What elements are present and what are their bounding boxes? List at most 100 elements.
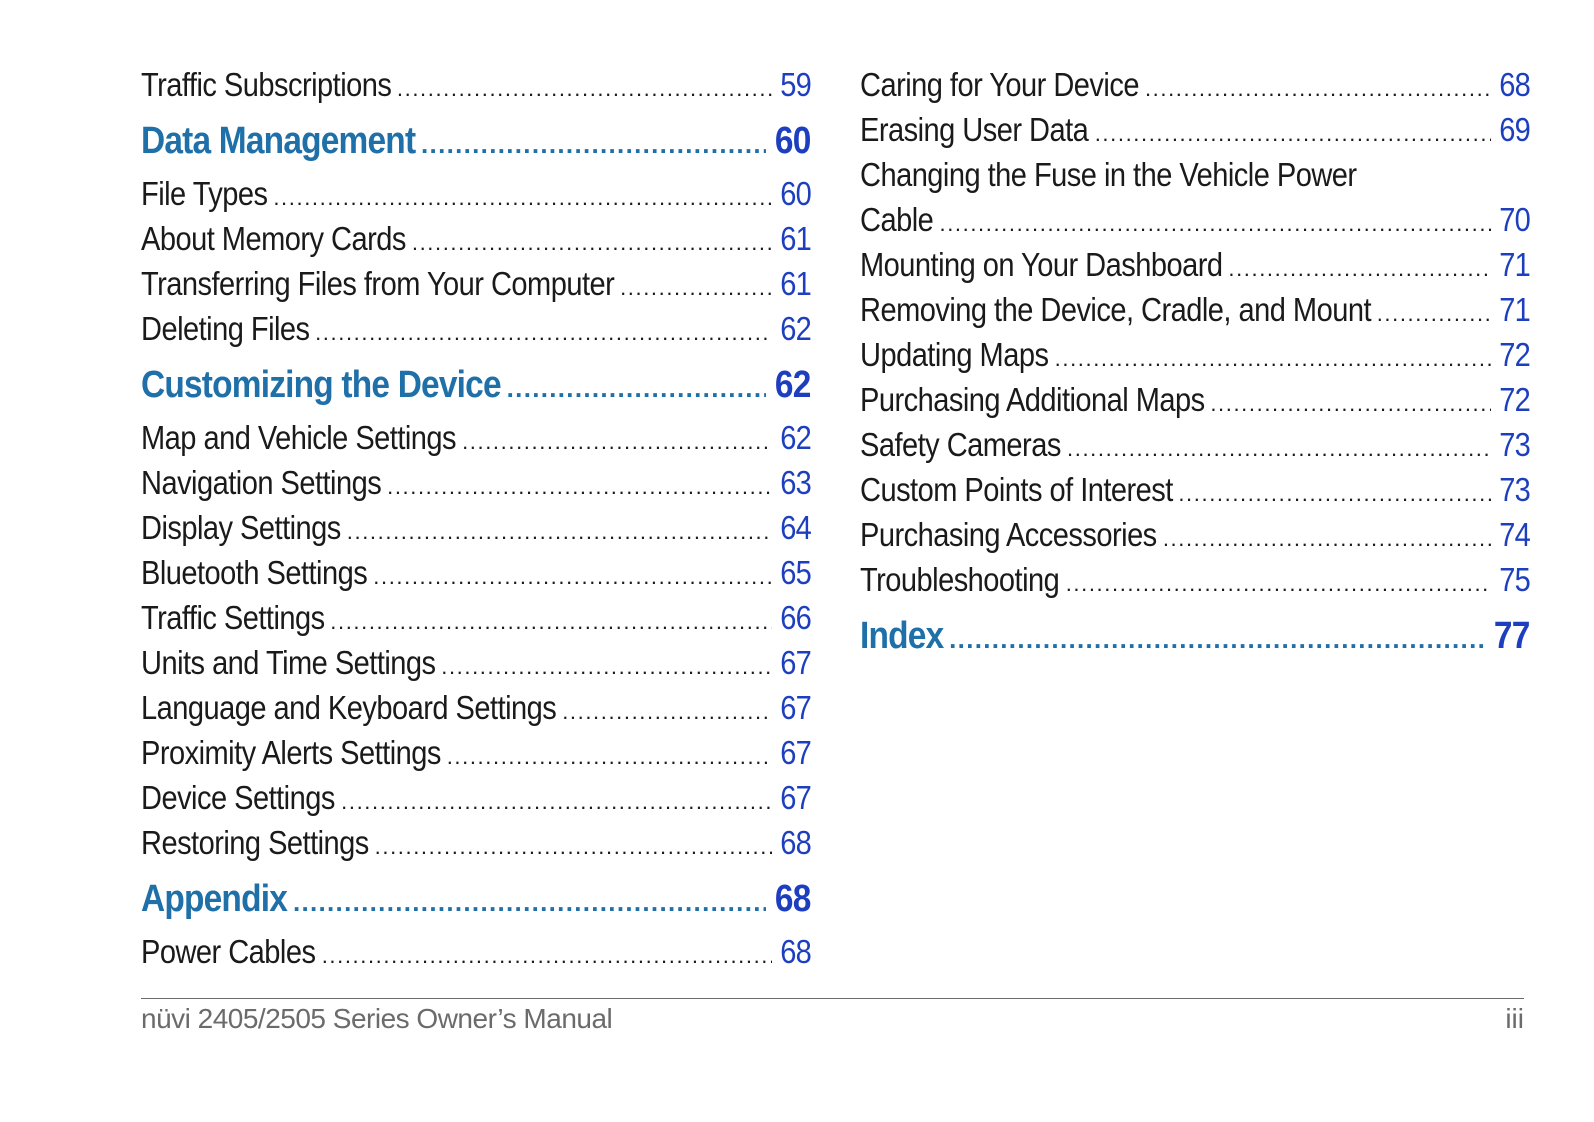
dot-leader	[373, 550, 772, 599]
dot-leader	[507, 355, 767, 418]
dot-leader	[1178, 467, 1491, 516]
toc-page-number[interactable]: 71	[1499, 246, 1531, 283]
toc-page-number[interactable]: 72	[1499, 336, 1531, 373]
toc-entry-map-and-vehicle-settings[interactable]: Map and Vehicle Settings 62	[141, 415, 812, 460]
toc-section-index[interactable]: Index 77	[860, 606, 1531, 669]
toc-page-number[interactable]: 70	[1499, 201, 1531, 238]
toc-entry-device-settings[interactable]: Device Settings 67	[141, 775, 812, 820]
toc-entry-language-and-keyboard-settings[interactable]: Language and Keyboard Settings 67	[141, 685, 812, 730]
toc-page-number[interactable]: 67	[780, 779, 812, 816]
dot-leader	[441, 640, 772, 689]
dot-leader	[341, 775, 772, 824]
toc-entry-title: Purchasing Accessories	[860, 516, 1157, 553]
dot-leader	[949, 606, 1485, 669]
toc-section-customizing-the-device[interactable]: Customizing the Device 62	[141, 355, 812, 418]
toc-entry-title: Troubleshooting	[860, 561, 1060, 598]
toc-entry-navigation-settings[interactable]: Navigation Settings 63	[141, 460, 812, 505]
footer-manual-title: nüvi 2405/2505 Series Owner’s Manual	[141, 1003, 613, 1034]
toc-page-number[interactable]: 75	[1499, 561, 1531, 598]
toc-entry-safety-cameras[interactable]: Safety Cameras 73	[860, 422, 1531, 467]
toc-page-number[interactable]: 59	[780, 66, 812, 103]
toc-page-number[interactable]: 67	[780, 644, 812, 681]
toc-entry-removing-the-device-cradle-and-mount[interactable]: Removing the Device, Cradle, and Mount 71	[860, 287, 1531, 332]
toc-page-number[interactable]: 66	[780, 599, 812, 636]
toc-page-number[interactable]: 68	[1499, 66, 1531, 103]
toc-entry-power-cables[interactable]: Power Cables 68	[141, 929, 812, 974]
toc-page-number[interactable]: 68	[775, 878, 811, 920]
dot-leader	[1228, 242, 1491, 291]
toc-page-number[interactable]: 67	[780, 689, 812, 726]
toc-entry-title: Caring for Your Device	[860, 66, 1139, 103]
toc-section-data-management[interactable]: Data Management 60	[141, 111, 812, 171]
toc-page-number[interactable]: 65	[780, 554, 812, 591]
toc-entry-updating-maps[interactable]: Updating Maps 72	[860, 332, 1531, 377]
toc-entry-custom-points-of-interest[interactable]: Custom Points of Interest 73	[860, 467, 1531, 512]
dot-leader	[1377, 287, 1491, 336]
toc-page-number[interactable]: 69	[1499, 111, 1531, 148]
toc-entry-display-settings[interactable]: Display Settings 64	[141, 505, 812, 550]
dot-leader	[1163, 512, 1491, 561]
toc-entry-purchasing-additional-maps[interactable]: Purchasing Additional Maps 72	[860, 377, 1531, 422]
toc-entry-purchasing-accessories[interactable]: Purchasing Accessories 74	[860, 512, 1531, 557]
toc-page-number[interactable]: 74	[1499, 516, 1531, 553]
dot-leader	[375, 820, 772, 869]
toc-entry-title: File Types	[141, 175, 268, 212]
toc-page-number[interactable]: 61	[780, 220, 812, 257]
toc-entry-title: Deleting Files	[141, 310, 310, 347]
toc-entry-title: Power Cables	[141, 933, 316, 970]
toc-entry-traffic-subscriptions[interactable]: Traffic Subscriptions 59	[141, 62, 812, 107]
toc-entry-title: Map and Vehicle Settings	[141, 419, 457, 456]
toc-entry-title: Erasing User Data	[860, 111, 1089, 148]
toc-entry-title: Cable	[860, 201, 934, 238]
toc-page-number[interactable]: 77	[1494, 615, 1530, 657]
toc-entry-transferring-files-from-your-computer[interactable]: Transferring Files from Your Computer 61	[141, 261, 812, 306]
toc-page-number[interactable]: 62	[780, 310, 812, 347]
dot-leader	[1095, 107, 1491, 156]
toc-entry-title: Transferring Files from Your Computer	[141, 265, 615, 302]
dot-leader	[562, 685, 772, 734]
toc-section-appendix[interactable]: Appendix 68	[141, 869, 812, 929]
toc-page-number[interactable]: 68	[780, 933, 812, 970]
toc-page-number[interactable]: 62	[775, 364, 811, 406]
dot-leader	[412, 216, 772, 265]
toc-page-number[interactable]: 73	[1499, 426, 1531, 463]
dot-leader	[1067, 422, 1491, 471]
toc-entry-title: Display Settings	[141, 509, 341, 546]
toc-entry-title: Purchasing Additional Maps	[860, 381, 1205, 418]
toc-entry-about-memory-cards[interactable]: About Memory Cards 61	[141, 216, 812, 261]
toc-entry-title: Proximity Alerts Settings	[141, 734, 441, 771]
toc-page-number[interactable]: 71	[1499, 291, 1531, 328]
toc-page-number[interactable]: 63	[780, 464, 812, 501]
toc-entry-caring-for-your-device[interactable]: Caring for Your Device 68	[860, 62, 1531, 107]
toc-entry-title: Device Settings	[141, 779, 335, 816]
toc-entry-troubleshooting[interactable]: Troubleshooting 75	[860, 557, 1531, 602]
toc-entry-restoring-settings[interactable]: Restoring Settings 68	[141, 820, 812, 865]
toc-page-number[interactable]: 72	[1499, 381, 1531, 418]
toc-entry-bluetooth-settings[interactable]: Bluetooth Settings 65	[141, 550, 812, 595]
dot-leader	[447, 730, 772, 779]
toc-entry-erasing-user-data[interactable]: Erasing User Data 69	[860, 107, 1531, 152]
toc-entry-file-types[interactable]: File Types 60	[141, 171, 812, 216]
toc-page-number[interactable]: 64	[780, 509, 812, 546]
toc-entry-units-and-time-settings[interactable]: Units and Time Settings 67	[141, 640, 812, 685]
toc-entry-title: Safety Cameras	[860, 426, 1061, 463]
toc-entry-deleting-files[interactable]: Deleting Files 62	[141, 306, 812, 351]
toc-entry-title: About Memory Cards	[141, 220, 406, 257]
toc-entry-proximity-alerts-settings[interactable]: Proximity Alerts Settings 67	[141, 730, 812, 775]
toc-entry-changing-the-fuse-in-the-vehicle-power-cable-line1[interactable]: Changing the Fuse in the Vehicle Power	[860, 152, 1530, 197]
toc-section-title: Index	[860, 615, 944, 657]
toc-entry-title: Bluetooth Settings	[141, 554, 368, 591]
toc-entry-title: Updating Maps	[860, 336, 1049, 373]
toc-page-number[interactable]: 60	[775, 120, 811, 162]
toc-page-number[interactable]: 68	[780, 824, 812, 861]
toc-page-number[interactable]: 73	[1499, 471, 1531, 508]
toc-page-number[interactable]: 62	[780, 419, 812, 456]
toc-page-number[interactable]: 60	[780, 175, 812, 212]
toc-page-number[interactable]: 61	[780, 265, 812, 302]
toc-entry-traffic-settings[interactable]: Traffic Settings 66	[141, 595, 812, 640]
footer-page-number: iii	[1505, 1003, 1524, 1034]
toc-entry-title: Removing the Device, Cradle, and Mount	[860, 291, 1372, 328]
toc-entry-mounting-on-your-dashboard[interactable]: Mounting on Your Dashboard 71	[860, 242, 1531, 287]
toc-page-number[interactable]: 67	[780, 734, 812, 771]
toc-entry-changing-the-fuse-in-the-vehicle-power-cable-line2[interactable]: Cable 70	[860, 197, 1531, 242]
